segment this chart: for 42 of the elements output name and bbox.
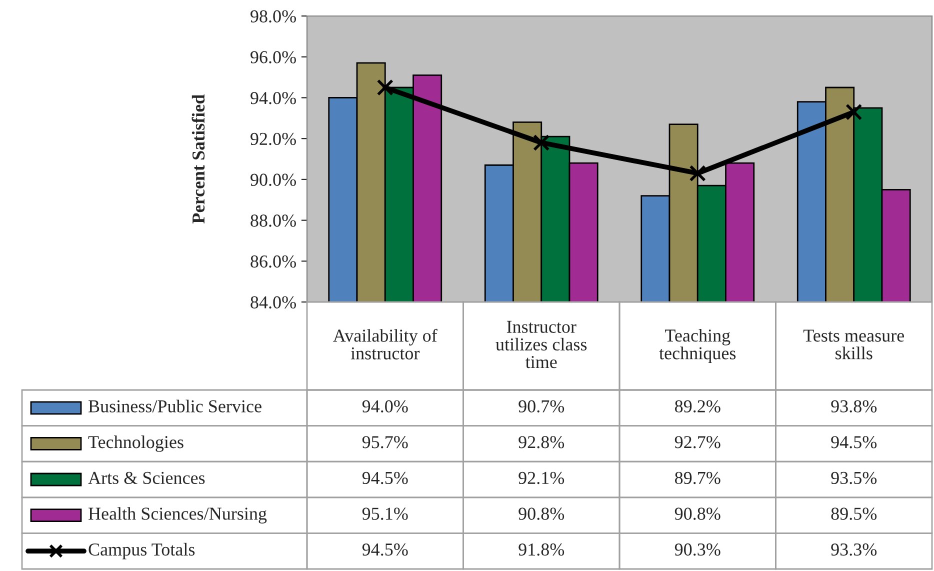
data-label: 90.7%	[518, 400, 564, 412]
y-tick-label: 98.0%	[250, 10, 296, 23]
data-label: 94.5%	[831, 436, 877, 448]
data-label: 95.7%	[362, 436, 408, 448]
data-label: 91.8%	[518, 543, 564, 556]
legend-label: Business/Public Service	[88, 400, 262, 412]
data-label: 90.8%	[518, 508, 564, 520]
data-label: 89.2%	[674, 400, 720, 412]
data-label: 94.5%	[362, 472, 408, 484]
y-tick-label: 94.0%	[250, 92, 296, 104]
x-tick-label: Instructor utilizes class time	[496, 320, 587, 368]
data-label: 90.3%	[674, 543, 720, 556]
data-label: 95.1%	[362, 508, 408, 520]
point	[533, 134, 550, 151]
point	[376, 79, 394, 96]
y-tick-label: 88.0%	[250, 214, 296, 227]
point	[689, 164, 706, 182]
point	[846, 104, 862, 120]
x-tick-label: Teaching techniques	[659, 328, 736, 364]
data-label: 94.0%	[362, 400, 408, 412]
data-label: 92.7%	[674, 436, 720, 448]
y-tick-label: 92.0%	[250, 132, 296, 146]
legend-label: Arts & Sciences	[88, 472, 205, 484]
y-tick-label: 96.0%	[250, 51, 296, 64]
data-label: 92.8%	[518, 436, 564, 448]
data-label: 94.5%	[362, 543, 408, 556]
x-tick-label: Availability of instructor	[333, 328, 438, 360]
data-label: 93.5%	[831, 472, 877, 484]
y-tick-label: 84.0%	[250, 296, 296, 309]
data-label: 92.1%	[518, 472, 564, 484]
legend-label: Technologies	[88, 435, 184, 452]
data-label: 90.8%	[674, 508, 720, 520]
data-label: 93.8%	[831, 400, 877, 412]
legend-label: Health Sciences/Nursing	[88, 507, 267, 524]
data-label: 89.7%	[674, 472, 720, 484]
y-axis-title: Percent Satisfied	[192, 94, 205, 224]
x-tick-label: Tests measure skills	[803, 330, 904, 360]
data-label: 89.5%	[831, 508, 877, 520]
legend-label: Campus Totals	[88, 542, 195, 560]
y-tick-label: 86.0%	[250, 255, 296, 268]
y-tick-label: 90.0%	[250, 174, 296, 186]
data-label: 93.3%	[831, 543, 877, 556]
